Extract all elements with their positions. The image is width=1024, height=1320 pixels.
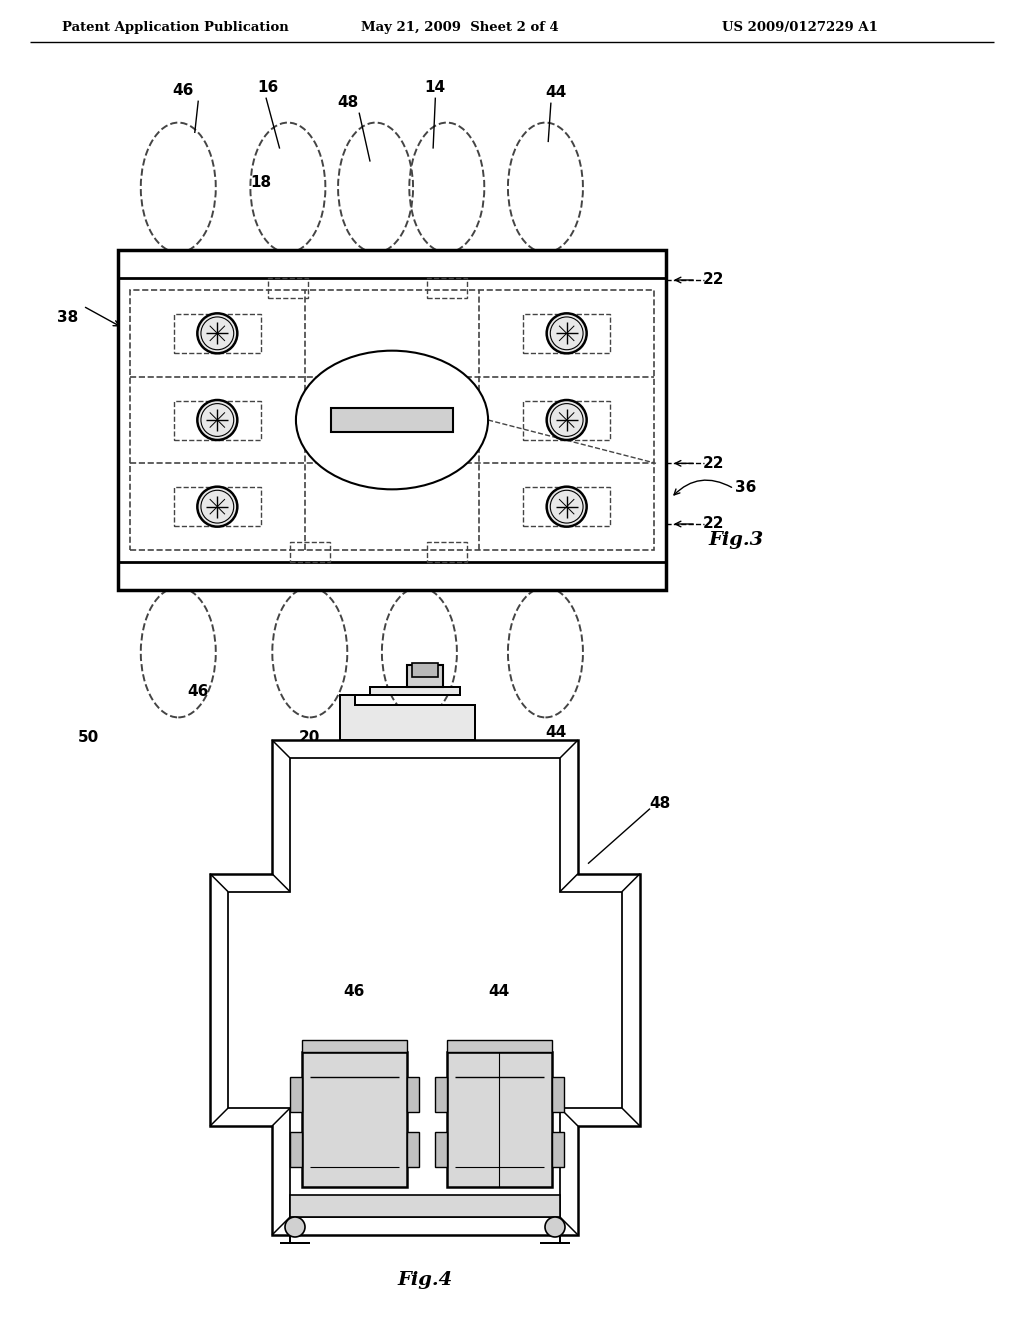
Text: May 21, 2009  Sheet 2 of 4: May 21, 2009 Sheet 2 of 4 — [361, 21, 559, 34]
Text: 48: 48 — [649, 796, 671, 812]
Text: 36: 36 — [735, 480, 757, 495]
Text: 16: 16 — [257, 81, 279, 95]
Text: 44: 44 — [545, 84, 566, 100]
Bar — [523, 487, 610, 527]
Bar — [447, 1052, 552, 1187]
Text: 14: 14 — [424, 81, 445, 95]
Circle shape — [198, 313, 238, 354]
Bar — [407, 1133, 419, 1167]
Bar — [268, 279, 308, 298]
Text: 14: 14 — [409, 730, 430, 744]
Bar — [174, 400, 260, 440]
Bar — [435, 1133, 447, 1167]
Bar — [290, 1077, 302, 1111]
Bar — [118, 249, 666, 590]
Ellipse shape — [296, 351, 488, 490]
Text: 38: 38 — [57, 310, 79, 326]
Text: Fig.4: Fig.4 — [397, 1271, 453, 1290]
Bar — [302, 1040, 407, 1052]
Bar — [427, 543, 467, 562]
Circle shape — [547, 487, 587, 527]
Bar — [290, 1195, 560, 1217]
Bar — [302, 1052, 407, 1187]
Bar — [427, 279, 467, 298]
Text: 46: 46 — [173, 83, 194, 98]
Text: 50: 50 — [78, 730, 98, 744]
Bar — [174, 487, 260, 527]
Text: 20: 20 — [299, 730, 321, 744]
Circle shape — [547, 313, 587, 354]
Text: 46: 46 — [343, 985, 365, 999]
Polygon shape — [340, 686, 475, 741]
Bar — [435, 1077, 447, 1111]
Text: US 2009/0127229 A1: US 2009/0127229 A1 — [722, 21, 878, 34]
Circle shape — [198, 487, 238, 527]
Text: 22: 22 — [703, 272, 725, 288]
Text: 44: 44 — [488, 985, 510, 999]
Text: 22: 22 — [703, 455, 725, 471]
Text: 22: 22 — [703, 516, 725, 532]
Bar — [130, 290, 654, 550]
Bar — [290, 1133, 302, 1167]
Bar — [552, 1133, 564, 1167]
Circle shape — [547, 400, 587, 440]
Text: 18: 18 — [250, 174, 271, 190]
Bar — [290, 543, 330, 562]
Text: 46: 46 — [187, 684, 209, 698]
Bar — [174, 314, 260, 352]
Text: Fig.3: Fig.3 — [709, 531, 764, 549]
Polygon shape — [210, 741, 640, 1236]
Bar — [407, 665, 443, 686]
Bar — [523, 314, 610, 352]
Bar — [331, 408, 454, 432]
Bar — [407, 1077, 419, 1111]
Circle shape — [198, 400, 238, 440]
Bar — [412, 663, 438, 677]
Circle shape — [285, 1217, 305, 1237]
Text: 48: 48 — [338, 95, 358, 110]
Text: 44: 44 — [545, 725, 566, 741]
Bar — [552, 1077, 564, 1111]
Circle shape — [545, 1217, 565, 1237]
Bar — [523, 400, 610, 440]
Text: Patent Application Publication: Patent Application Publication — [61, 21, 289, 34]
Bar — [447, 1040, 552, 1052]
